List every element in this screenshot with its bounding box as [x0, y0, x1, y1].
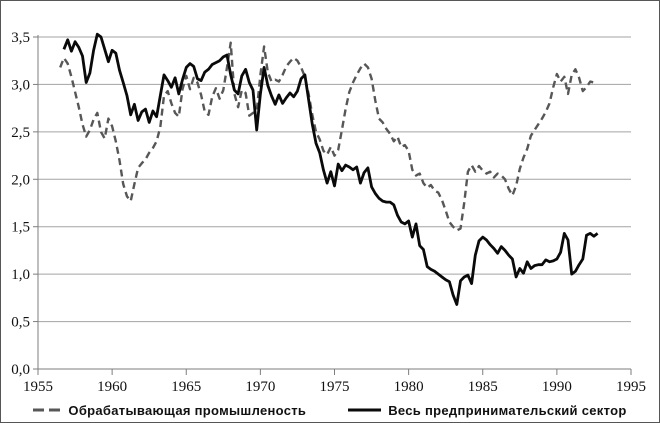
- svg-text:1955: 1955: [23, 379, 53, 395]
- svg-text:1980: 1980: [394, 379, 424, 395]
- svg-text:1985: 1985: [468, 379, 498, 395]
- solid-line-sample: [348, 408, 382, 412]
- svg-text:0,0: 0,0: [11, 362, 30, 378]
- chart-canvas: 0,0 0,5 1,0 1,5 2,0 2,5 3,0 3,5 1955 1960 1965 1970…: [11, 30, 646, 395]
- svg-text:3,5: 3,5: [11, 30, 30, 46]
- svg-text:1995: 1995: [616, 379, 646, 395]
- svg-text:2,0: 2,0: [11, 172, 30, 188]
- svg-text:1975: 1975: [320, 379, 350, 395]
- svg-text:1,0: 1,0: [11, 267, 30, 283]
- svg-text:1990: 1990: [542, 379, 572, 395]
- svg-text:3,0: 3,0: [11, 77, 30, 93]
- svg-text:1965: 1965: [171, 379, 201, 395]
- svg-text:1960: 1960: [97, 379, 127, 395]
- chart-legend: Обрабатывающая промышленость Весь предпр…: [1, 399, 659, 421]
- svg-text:2,5: 2,5: [11, 125, 30, 141]
- svg-text:1,5: 1,5: [11, 220, 30, 236]
- dashed-line-sample: [33, 408, 62, 412]
- svg-text:1970: 1970: [245, 379, 275, 395]
- svg-text:0,5: 0,5: [11, 315, 30, 331]
- legend-label-business-sector: Весь предпринимательский сектор: [388, 402, 627, 418]
- legend-label-manufacturing: Обрабатывающая промышленость: [68, 402, 307, 418]
